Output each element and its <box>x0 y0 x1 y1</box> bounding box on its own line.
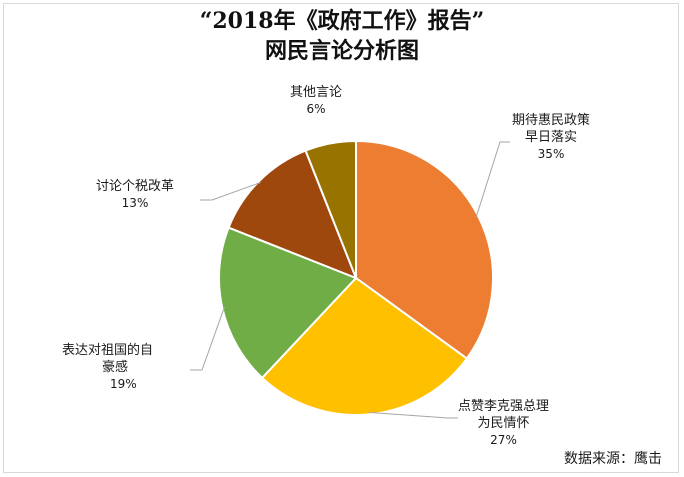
leader-line-0 <box>475 141 510 217</box>
pie-slice-1 <box>260 276 469 416</box>
leader-line-3 <box>200 182 261 201</box>
pie-slice-4 <box>304 139 357 279</box>
slice-label-2: 表达对祖国的自 豪感 19% <box>62 343 154 391</box>
leader-line-1 <box>368 411 458 419</box>
slice-label-4: 其他言论 6% <box>290 85 343 116</box>
slice-label-1: 点赞李克强总理 为民情怀 27% <box>458 399 550 447</box>
slice-label-3: 讨论个税改革 13% <box>96 179 175 210</box>
chart-title: “2018年《政府工作》报告” <box>199 8 485 34</box>
pie-slice-0 <box>355 139 494 360</box>
slice-label-0: 期待惠民政策 早日落实 35% <box>512 113 591 161</box>
data-source: 数据来源：鹰击 <box>564 451 662 467</box>
chart-subtitle: 网民言论分析图 <box>264 38 419 64</box>
leader-line-2 <box>190 307 225 371</box>
